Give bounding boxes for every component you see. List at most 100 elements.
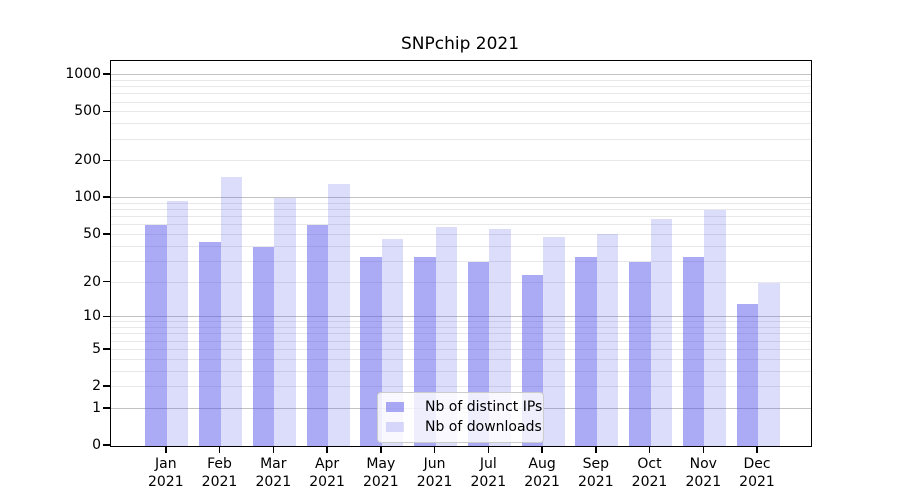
y-tick-label-5: 5	[92, 340, 101, 357]
y-tick-mark	[103, 407, 110, 409]
x-tick-mark	[541, 446, 543, 453]
y-tick-label-0: 0	[92, 437, 101, 453]
y-axis-tick-marks	[103, 60, 110, 446]
x-tick-mark	[756, 446, 758, 453]
gridline-minor	[111, 327, 811, 328]
x-tick-label-feb: Feb 2021	[201, 455, 238, 490]
gridline-minor	[111, 340, 811, 342]
x-axis: Jan 2021 Feb 2021 Mar 2021 Apr 2021 May 2021…	[110, 446, 810, 497]
gridline-major	[111, 197, 811, 199]
y-axis-tick-labels: 0 1 2 5 10 20 50 100 200 500 1000	[0, 60, 101, 453]
x-tick-label-aug: Aug 2021	[524, 455, 560, 490]
gridline-minor	[111, 138, 811, 140]
legend-swatch	[386, 422, 404, 432]
x-tick-mark	[433, 446, 436, 453]
gridline-minor	[111, 202, 811, 204]
legend-swatch	[386, 402, 404, 412]
gridline-minor	[111, 260, 811, 262]
bar-nb-of-downloads-dec	[758, 282, 780, 446]
y-tick-mark	[103, 315, 110, 318]
x-tick-label-mar: Mar 2021	[255, 455, 292, 490]
y-tick-label-1: 1	[92, 399, 101, 416]
gridline-minor	[111, 111, 811, 113]
gridline-minor	[111, 281, 811, 283]
gridline-major	[111, 74, 811, 76]
x-tick-label-sep: Sep 2021	[577, 455, 614, 490]
gridline-minor	[111, 386, 811, 387]
gridline-minor	[111, 209, 811, 211]
y-tick-label-50: 50	[83, 225, 101, 242]
y-tick-label-500: 500	[74, 103, 101, 120]
y-tick-mark	[103, 233, 110, 235]
bar-nb-of-downloads-aug	[543, 237, 565, 446]
plot-area	[110, 60, 812, 447]
bar-nb-of-downloads-apr	[328, 184, 350, 446]
y-tick-mark	[103, 348, 110, 350]
x-tick-mark	[648, 446, 651, 453]
gridline-minor	[111, 245, 811, 247]
bar-nb-of-downloads-sep	[596, 233, 619, 446]
y-tick-mark	[103, 444, 110, 446]
gridline-minor	[111, 333, 811, 335]
gridline-major	[111, 316, 811, 318]
legend-label: Nb of downloads	[425, 419, 542, 435]
bar-nb-of-downloads-oct	[650, 218, 672, 446]
bar-nb-of-distinct-ips-may	[360, 256, 382, 446]
bar-nb-of-downloads-nov	[704, 210, 726, 446]
y-tick-label-1000: 1000	[65, 66, 101, 83]
y-tick-label-10: 10	[83, 308, 101, 325]
gridline-minor	[111, 358, 811, 360]
gridline-minor	[111, 79, 811, 81]
x-tick-label-oct: Oct 2021	[631, 455, 668, 490]
gridline-minor	[111, 370, 811, 372]
x-tick-mark	[487, 446, 490, 453]
x-tick-mark	[272, 446, 275, 453]
x-tick-mark	[702, 446, 704, 453]
bar-nb-of-distinct-ips-oct	[629, 261, 651, 446]
y-tick-label-2: 2	[92, 378, 101, 395]
gridline-minor	[111, 123, 811, 125]
x-tick-label-jun: Jun 2021	[416, 455, 453, 490]
y-tick-label-20: 20	[83, 273, 101, 290]
gridline-minor	[111, 93, 811, 95]
bar-nb-of-distinct-ips-mar	[252, 246, 275, 446]
y-tick-label-100: 100	[74, 189, 101, 206]
bar-nb-of-downloads-jun	[435, 227, 458, 446]
bar-nb-of-downloads-mar	[274, 198, 296, 446]
gridline-minor	[111, 348, 811, 350]
bar-nb-of-distinct-ips-apr	[306, 225, 329, 446]
legend-label: Nb of distinct IPs	[425, 399, 543, 415]
bar-nb-of-distinct-ips-feb	[199, 241, 221, 446]
y-tick-mark	[103, 73, 110, 75]
gridline-minor	[111, 86, 811, 87]
x-tick-mark	[380, 446, 382, 453]
x-tick-mark	[326, 446, 328, 453]
bar-nb-of-distinct-ips-nov	[682, 256, 705, 446]
x-tick-mark	[595, 446, 597, 453]
gridline-minor	[111, 101, 811, 103]
x-tick-mark	[165, 446, 167, 453]
bar-nb-of-distinct-ips-jan	[145, 225, 167, 446]
y-tick-mark	[103, 110, 110, 112]
y-tick-mark	[103, 159, 110, 162]
legend-entry-nb-of-downloads: Nb of downloads	[386, 418, 542, 436]
y-tick-mark	[103, 196, 110, 198]
x-tick-label-dec: Dec 2021	[739, 455, 775, 490]
y-tick-label-200: 200	[74, 152, 101, 169]
bar-nb-of-downloads-feb	[220, 176, 242, 446]
x-tick-label-apr: Apr 2021	[309, 455, 345, 490]
gridline-minor	[111, 160, 811, 162]
bar-nb-of-downloads-jan	[166, 200, 189, 446]
bar-nb-of-distinct-ips-dec	[736, 304, 758, 446]
legend: Nb of distinct IPs Nb of downloads	[377, 392, 544, 443]
y-tick-mark	[103, 280, 110, 283]
gridline-minor	[111, 233, 811, 235]
x-tick-mark	[218, 446, 221, 453]
y-tick-mark	[103, 385, 110, 387]
x-tick-label-may: May 2021	[362, 455, 399, 490]
gridline-minor	[111, 321, 811, 323]
bar-nb-of-downloads-jul	[489, 228, 511, 446]
legend-entry-nb-of-distinct-ips: Nb of distinct IPs	[386, 398, 542, 416]
bar-nb-of-distinct-ips-sep	[575, 256, 597, 446]
